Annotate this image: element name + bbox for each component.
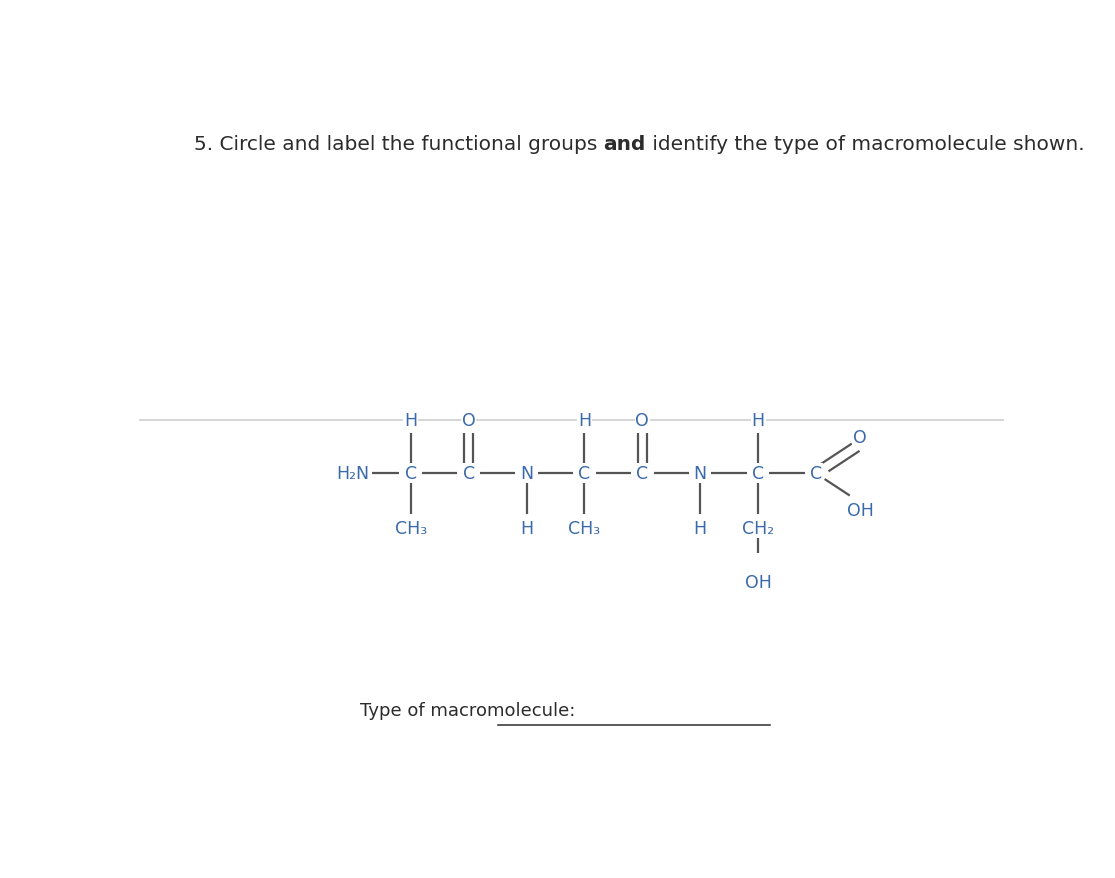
Text: CH₃: CH₃ — [569, 520, 601, 537]
Text: O: O — [853, 428, 866, 447]
Text: C: C — [579, 464, 591, 483]
Text: C: C — [463, 464, 475, 483]
Text: identify the type of macromolecule shown.: identify the type of macromolecule shown… — [646, 134, 1085, 154]
Text: N: N — [520, 464, 533, 483]
Text: C: C — [637, 464, 648, 483]
Text: OH: OH — [846, 502, 873, 520]
Text: H: H — [404, 412, 417, 429]
Text: C: C — [752, 464, 764, 483]
Text: 5. Circle and label the functional groups: 5. Circle and label the functional group… — [194, 134, 603, 154]
Text: CH₃: CH₃ — [395, 520, 427, 537]
Text: H: H — [694, 520, 707, 537]
Text: Type of macromolecule:: Type of macromolecule: — [360, 702, 575, 719]
Text: H₂N: H₂N — [337, 464, 369, 483]
Text: H: H — [752, 412, 765, 429]
Text: C: C — [809, 464, 822, 483]
Text: CH₂: CH₂ — [741, 520, 774, 537]
Text: OH: OH — [745, 573, 772, 591]
Text: and: and — [603, 134, 646, 154]
Text: H: H — [520, 520, 533, 537]
Text: C: C — [405, 464, 417, 483]
Text: H: H — [578, 412, 591, 429]
Text: O: O — [462, 412, 475, 429]
Text: N: N — [694, 464, 707, 483]
Text: O: O — [636, 412, 649, 429]
